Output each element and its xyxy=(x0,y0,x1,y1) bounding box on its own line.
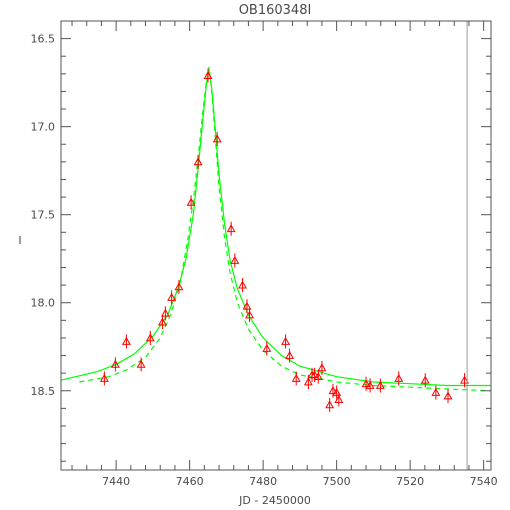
data-point xyxy=(245,308,254,323)
triangle-marker xyxy=(99,373,109,382)
data-point xyxy=(325,397,335,412)
data-point xyxy=(99,371,109,386)
triangle-marker xyxy=(230,255,240,264)
x-tick-label: 7440 xyxy=(102,475,130,488)
triangle-marker xyxy=(334,394,344,403)
data-point xyxy=(238,278,248,293)
triangle-marker xyxy=(203,70,213,79)
triangle-marker xyxy=(285,350,295,359)
data-point xyxy=(242,299,252,314)
data-point xyxy=(334,392,344,407)
triangle-marker xyxy=(174,282,184,291)
y-tick-label: 17.5 xyxy=(31,209,56,222)
triangle-marker xyxy=(238,280,248,289)
triangle-marker xyxy=(281,336,291,345)
data-point xyxy=(160,306,170,321)
triangle-marker xyxy=(136,359,146,368)
x-tick-label: 7460 xyxy=(176,475,204,488)
triangle-marker xyxy=(212,134,222,143)
data-point xyxy=(262,341,272,356)
triangle-marker xyxy=(245,310,254,319)
y-tick-label: 18.5 xyxy=(31,385,56,398)
data-point xyxy=(375,378,385,393)
y-tick-label: 17.0 xyxy=(31,121,56,134)
triangle-marker xyxy=(167,292,177,301)
y-tick-label: 18.0 xyxy=(31,297,56,310)
data-point xyxy=(226,221,236,236)
triangle-marker xyxy=(361,379,371,388)
data-point xyxy=(145,330,155,345)
x-tick-label: 7520 xyxy=(396,475,424,488)
data-point xyxy=(203,68,213,83)
data-point xyxy=(420,373,430,388)
triangle-marker xyxy=(443,391,453,400)
data-point xyxy=(285,348,295,363)
model-curve-solid xyxy=(60,68,491,387)
data-point xyxy=(167,290,177,305)
data-point xyxy=(431,385,441,400)
data-point xyxy=(212,131,222,147)
triangle-marker xyxy=(365,380,375,389)
x-axis-label: JD - 2450000 xyxy=(238,494,311,507)
triangle-marker xyxy=(193,157,203,166)
data-point xyxy=(291,371,301,386)
y-axis-label: I xyxy=(18,234,21,247)
model-curve-dashed xyxy=(79,66,492,392)
triangle-marker xyxy=(313,372,323,381)
data-point xyxy=(230,253,240,268)
triangle-marker xyxy=(121,336,131,345)
triangle-marker xyxy=(310,370,320,379)
data-point xyxy=(443,389,453,404)
triangle-marker xyxy=(460,375,469,384)
triangle-marker xyxy=(375,380,385,389)
triangle-marker xyxy=(317,363,327,372)
data-point xyxy=(110,357,120,372)
triangle-marker xyxy=(325,400,335,409)
data-point xyxy=(394,371,404,386)
triangle-marker xyxy=(110,359,120,368)
x-tick-label: 7480 xyxy=(249,475,277,488)
triangle-marker xyxy=(157,317,167,326)
data-point xyxy=(317,360,327,375)
y-tick-label: 16.5 xyxy=(31,33,56,46)
x-tick-label: 7500 xyxy=(323,475,351,488)
triangle-marker xyxy=(332,387,342,396)
axis-ticks: 7440 7460 7480 7500 7520 7540 16.5 17.0 17.5 18.0… xyxy=(31,21,498,488)
triangle-marker xyxy=(242,301,252,310)
data-point xyxy=(281,334,291,349)
data-point xyxy=(121,334,131,349)
triangle-marker xyxy=(226,224,236,233)
data-point xyxy=(157,315,167,330)
data-point xyxy=(332,385,342,400)
data-point xyxy=(186,195,196,210)
data-point xyxy=(460,373,469,388)
data-points xyxy=(99,68,469,412)
triangle-marker xyxy=(262,343,272,352)
chart-title: OB160348I xyxy=(239,3,312,18)
data-point xyxy=(174,279,184,294)
model-curves xyxy=(60,66,492,392)
data-point xyxy=(136,357,146,372)
triangle-marker xyxy=(145,333,155,342)
data-point xyxy=(193,154,203,169)
plot-frame xyxy=(60,20,492,471)
triangle-marker xyxy=(160,308,170,317)
triangle-marker xyxy=(186,197,196,206)
data-point xyxy=(365,378,375,393)
triangle-marker xyxy=(394,373,404,382)
data-point xyxy=(313,369,323,384)
triangle-marker xyxy=(328,386,338,395)
triangle-marker xyxy=(303,377,313,386)
x-tick-label: 7540 xyxy=(470,475,498,488)
triangle-marker xyxy=(431,387,441,396)
triangle-marker xyxy=(420,375,430,384)
triangle-marker xyxy=(291,373,301,382)
